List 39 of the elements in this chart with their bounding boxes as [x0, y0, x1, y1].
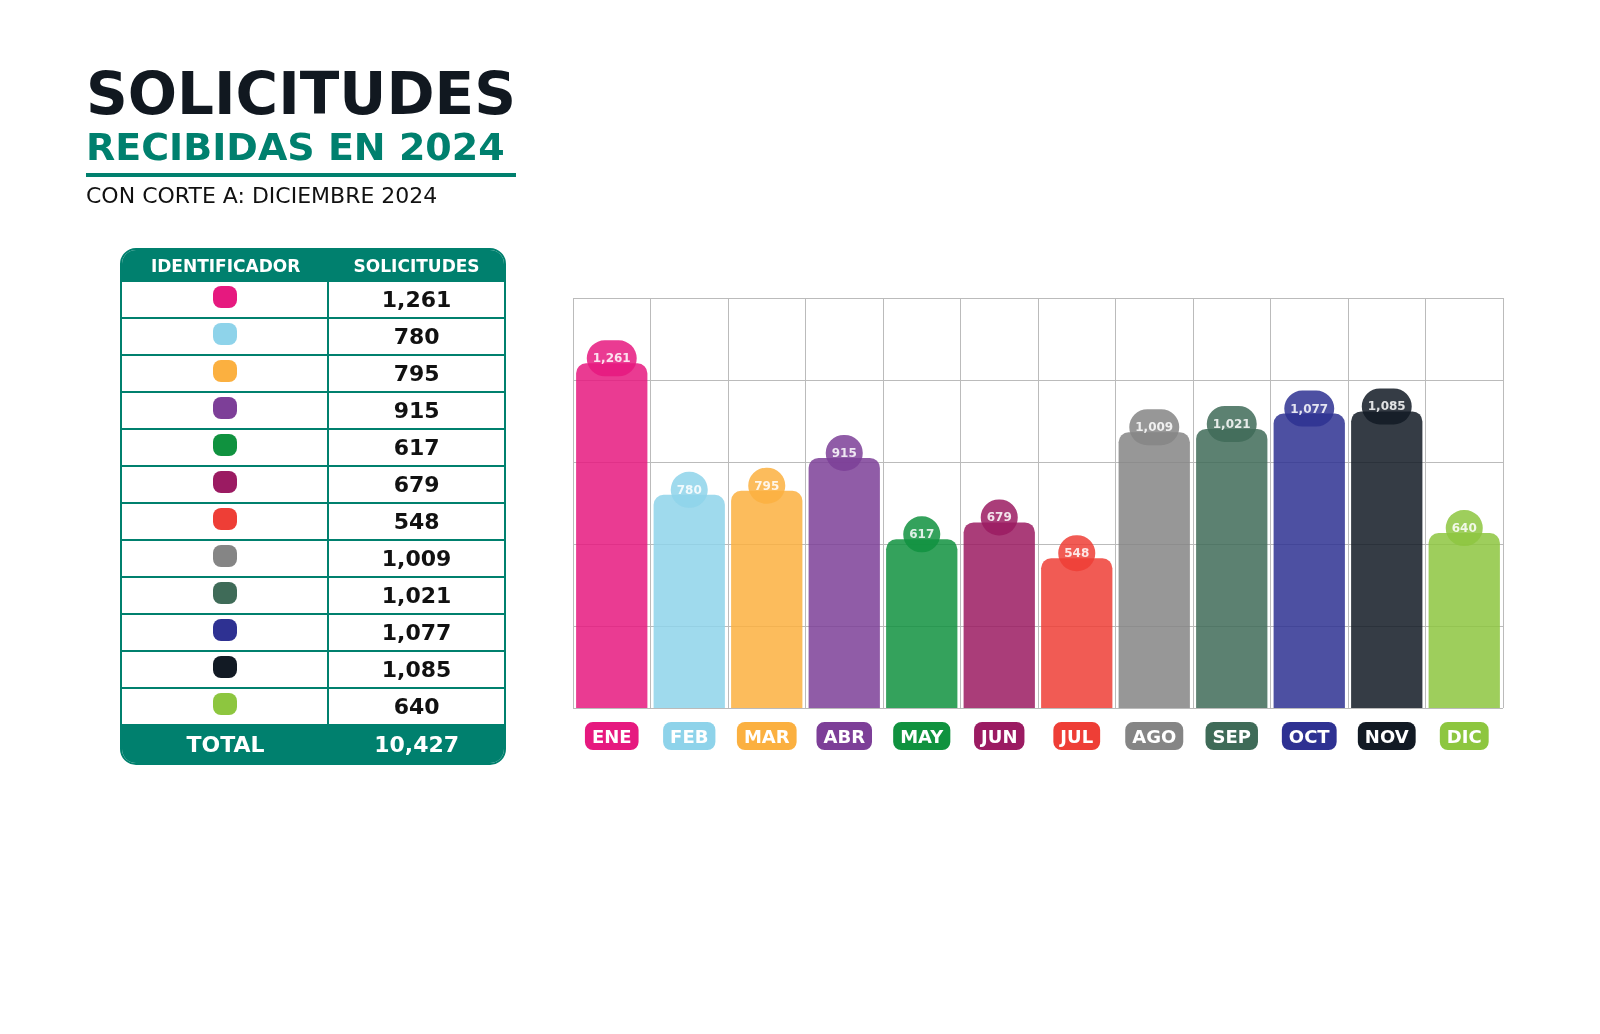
x-tick-label: ABR: [823, 725, 866, 747]
x-tick-label: MAY: [900, 725, 945, 747]
text: CON CORTE A: DICIEMBRE 2024: [86, 183, 439, 208]
text: 1,261: [381, 287, 452, 312]
data-label: 617: [909, 527, 935, 542]
x-tick-label: SEP: [1212, 725, 1251, 747]
data-label: 1,261: [592, 351, 631, 366]
data-label: 640: [1451, 521, 1477, 536]
text: 795: [393, 361, 440, 386]
data-label: 795: [754, 478, 780, 493]
x-tick-label: JUL: [1058, 725, 1094, 747]
x-tick-label: MAR: [743, 725, 790, 747]
x-tick-label: FEB: [670, 725, 709, 747]
text: 1,085: [381, 657, 452, 682]
x-tick-label: JUN: [979, 725, 1018, 747]
data-label: 679: [986, 510, 1012, 525]
data-label: 915: [831, 445, 857, 460]
data-label: 1,021: [1212, 416, 1251, 431]
x-tick-label: NOV: [1364, 725, 1409, 747]
x-tick-label: ENE: [591, 725, 632, 747]
text: 679: [393, 472, 440, 497]
data-label: 1,077: [1290, 401, 1329, 416]
x-tick-label: DIC: [1446, 725, 1482, 747]
text: 915: [393, 398, 440, 423]
x-tick-label: AGO: [1132, 725, 1177, 747]
text: 1,009: [381, 546, 452, 571]
chart-title: SOLICITUDES: [86, 60, 516, 128]
text: 1,077: [381, 620, 452, 645]
text: 617: [393, 435, 440, 460]
data-label: 548: [1064, 546, 1090, 561]
x-tick-label: OCT: [1288, 725, 1331, 747]
text: 780: [393, 324, 440, 349]
text: 548: [393, 509, 440, 534]
text: 640: [393, 694, 440, 719]
data-label: 780: [676, 482, 702, 497]
chart-subtitle: RECIBIDAS EN 2024: [86, 125, 516, 177]
data-label: 1,085: [1367, 399, 1406, 414]
text: 1,021: [381, 583, 452, 608]
data-label: 1,009: [1135, 420, 1174, 435]
